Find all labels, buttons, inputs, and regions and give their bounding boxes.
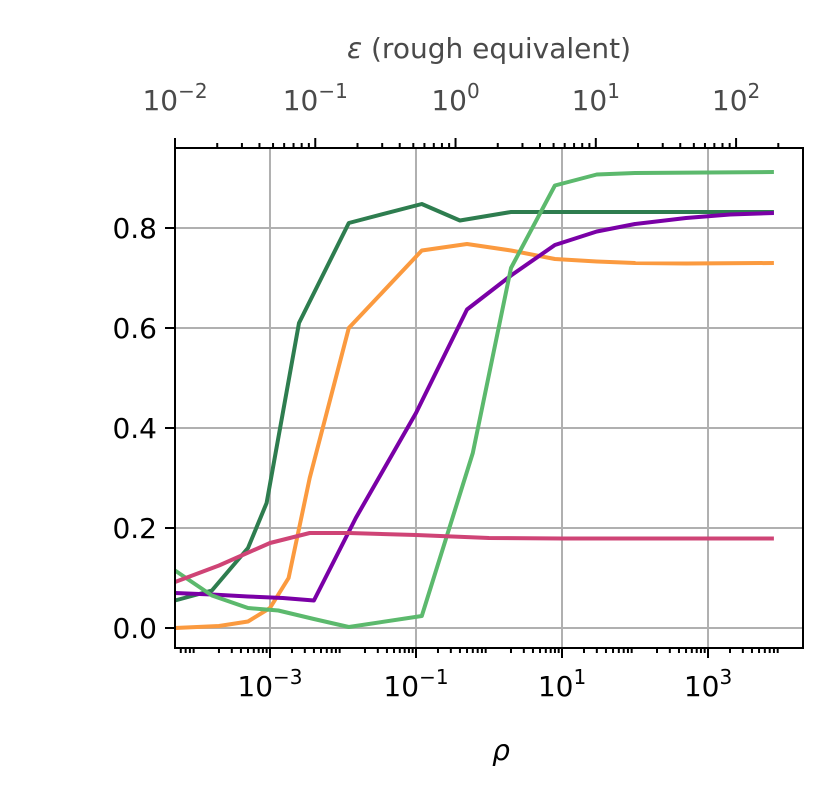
y-tick-label: 0.2: [112, 512, 157, 545]
top-tick-label-exponent: 0: [467, 79, 480, 103]
y-tick-label: 0.0: [112, 612, 157, 645]
x-tick-label-exponent: −1: [419, 665, 448, 689]
top-axis-title: ε (rough equivalent): [347, 32, 631, 65]
x-tick-label-base: 10: [538, 670, 574, 703]
series-line-5: [174, 531, 774, 584]
plot-frame: [174, 147, 804, 649]
top-tick-label: 101: [572, 79, 620, 117]
top-tick-label: 102: [712, 79, 760, 117]
x-tick-label-base: 10: [684, 670, 720, 703]
x-tick-label: 10−3: [237, 665, 302, 703]
x-tick-label-base: 10: [237, 670, 273, 703]
top-tick-label-base: 10: [572, 84, 608, 117]
series-lines: [173, 170, 774, 630]
top-tick-label-exponent: 2: [748, 79, 761, 103]
top-tick-label-base: 10: [142, 84, 178, 117]
left-axis-ticks: 0.0 0.2 0.4 0.6 0.8: [112, 212, 175, 645]
series-line-4: [173, 170, 774, 629]
series-line-1: [174, 202, 774, 603]
top-tick-label-exponent: 1: [607, 79, 620, 103]
top-tick-label-base: 10: [712, 84, 748, 117]
grid-lines: [175, 148, 803, 648]
top-tick-label-base: 10: [431, 84, 467, 117]
x-tick-label-exponent: 1: [573, 665, 586, 689]
y-tick-label: 0.6: [112, 312, 157, 345]
x-tick-label-base: 10: [383, 670, 419, 703]
x-tick-label: 103: [684, 665, 732, 703]
top-axis-title-text: (rough equivalent): [362, 32, 631, 65]
y-tick-label: 0.4: [112, 412, 157, 445]
series-line-2: [174, 242, 774, 630]
top-tick-label-base: 10: [283, 84, 319, 117]
x-tick-label-exponent: 3: [719, 665, 732, 689]
top-axis-title-symbol: ε: [347, 32, 362, 65]
series-line-3: [174, 211, 774, 603]
y-tick-label: 0.8: [112, 212, 157, 245]
top-tick-label-exponent: −1: [318, 79, 347, 103]
x-tick-label-exponent: −3: [273, 665, 302, 689]
x-tick-label: 10−1: [383, 665, 448, 703]
top-tick-label: 10−2: [142, 79, 207, 117]
bottom-axis-ticks: 10−3 10−1 101 103: [179, 648, 779, 703]
x-tick-label: 101: [538, 665, 586, 703]
top-axis-ticks: 10−2 10−1 100 101 102: [142, 79, 780, 148]
top-tick-label-exponent: −2: [178, 79, 207, 103]
x-axis-title: ρ: [492, 734, 510, 767]
top-tick-label: 10−1: [283, 79, 348, 117]
top-tick-label: 100: [431, 79, 479, 117]
